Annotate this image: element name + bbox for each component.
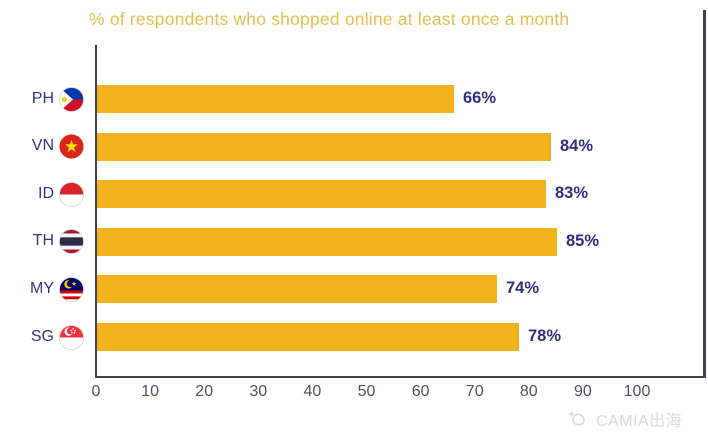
x-tick-70: 70	[465, 383, 484, 400]
y-axis-line	[95, 45, 97, 378]
my-flag-icon	[59, 276, 84, 302]
value-label-my: 74%	[506, 279, 540, 298]
x-tick-20: 20	[195, 383, 214, 400]
bar-th	[97, 227, 557, 256]
value-label-th: 85%	[566, 231, 600, 250]
bar-id	[97, 180, 546, 209]
country-label-ph: PH	[31, 89, 54, 107]
bar-sg	[97, 323, 519, 351]
bar-my	[97, 275, 497, 304]
country-label-vn: VN	[31, 137, 54, 155]
value-label-vn: 84%	[560, 136, 594, 155]
th-flag-icon	[59, 229, 84, 255]
country-label-th: TH	[32, 232, 54, 250]
bar-ph	[97, 85, 454, 113]
x-tick-60: 60	[411, 383, 430, 400]
country-label-id: ID	[38, 184, 54, 202]
x-tick-90: 90	[573, 383, 592, 400]
chart-right-border	[703, 10, 706, 378]
x-axis-line	[95, 376, 705, 378]
country-label-my: MY	[30, 279, 54, 297]
vn-flag-icon	[59, 134, 84, 159]
id-flag-icon	[59, 181, 84, 207]
bar-vn	[97, 132, 551, 161]
x-tick-80: 80	[519, 383, 538, 400]
chart-title: % of respondents who shopped online at l…	[89, 9, 570, 29]
watermark-text: CAMIA出海	[596, 412, 683, 430]
x-tick-40: 40	[303, 383, 322, 400]
value-label-id: 83%	[555, 184, 589, 203]
watermark: CAMIA出海	[565, 403, 682, 434]
x-tick-50: 50	[357, 383, 376, 400]
value-label-ph: 66%	[463, 89, 497, 107]
x-tick-100: 100	[623, 383, 651, 400]
x-tick-0: 0	[91, 383, 101, 400]
value-label-sg: 78%	[528, 327, 562, 345]
sg-flag-icon	[59, 324, 84, 350]
country-label-sg: SG	[30, 327, 54, 345]
ph-flag-icon	[59, 86, 84, 112]
camia-logo-icon	[565, 403, 591, 434]
x-tick-10: 10	[141, 383, 159, 400]
x-tick-30: 30	[249, 383, 268, 400]
